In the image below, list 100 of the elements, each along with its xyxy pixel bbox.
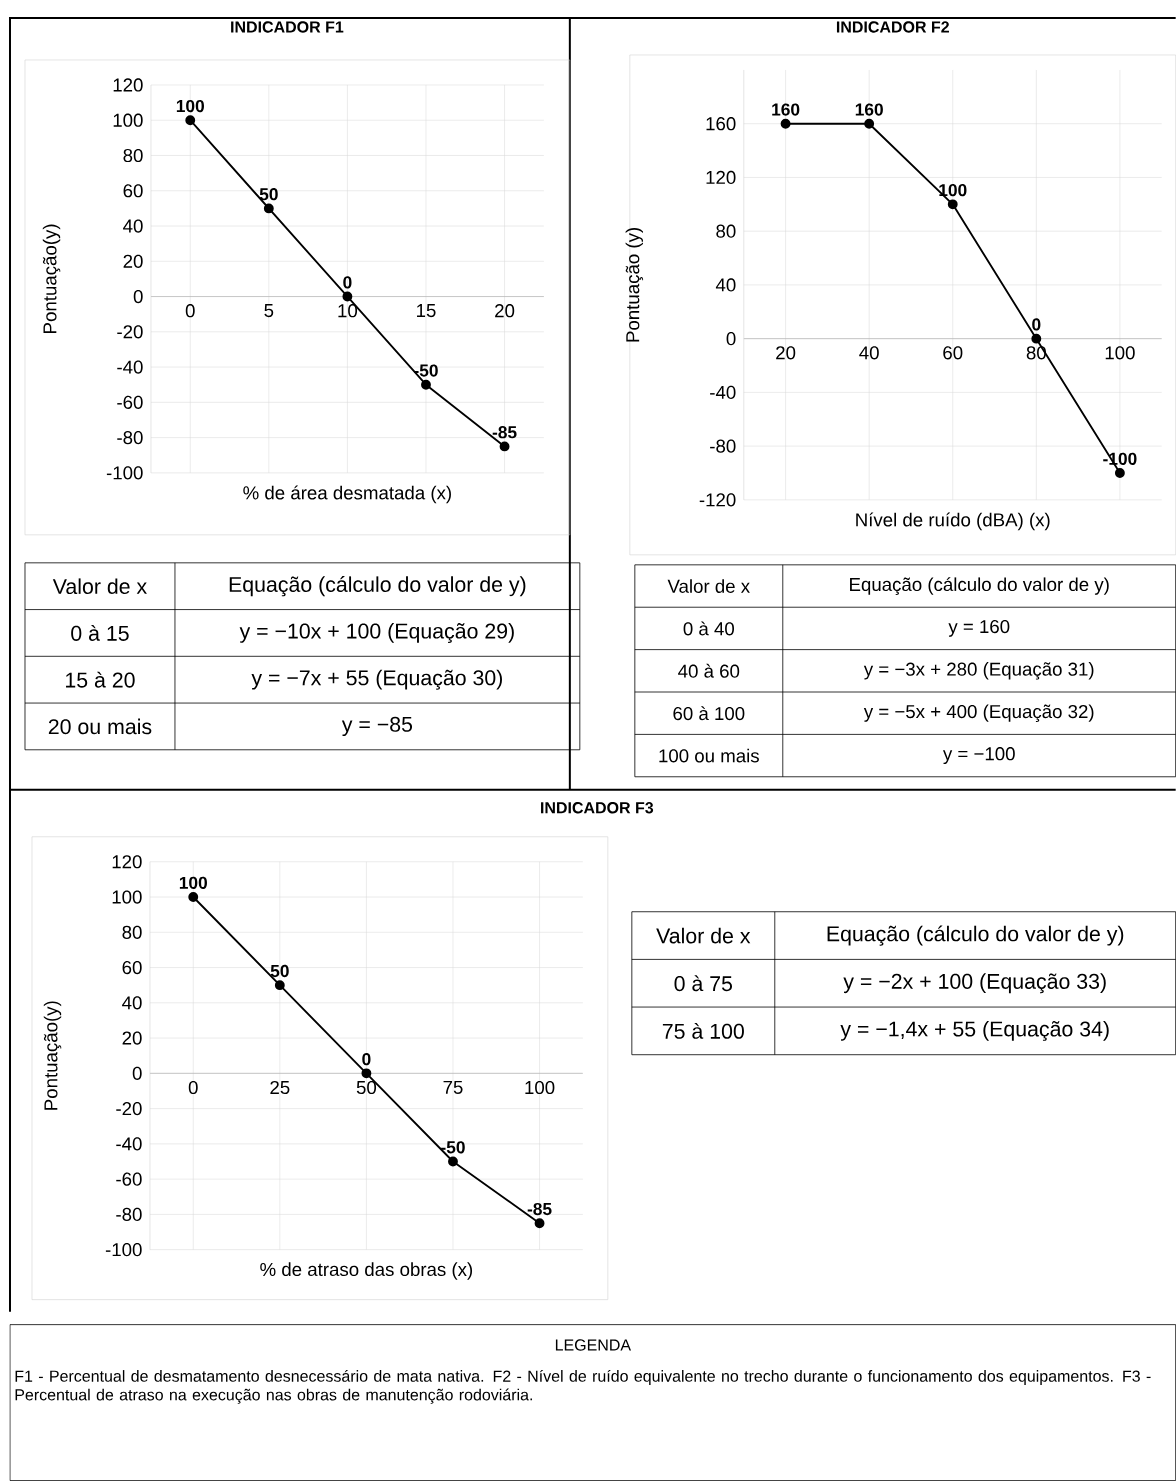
text: y = 160 (948, 619, 1010, 637)
data-label: 160 (855, 103, 883, 116)
y-tick-label: 40 (123, 219, 143, 233)
text: y = −3x + 280 (Equação 31) (863, 662, 1094, 680)
chart-title: INDICADOR F1 (231, 21, 344, 33)
x-tick-label: 25 (270, 1080, 290, 1095)
y-axis-title: Pontuação(y) (43, 1001, 62, 1110)
text: y = −10x + 100 (Equação 29) (239, 622, 514, 643)
y-tick-label: 120 (113, 78, 143, 92)
text: y = −100 (942, 747, 1015, 765)
data-label: 0 (343, 276, 352, 289)
x-tick-label: 100 (525, 1080, 555, 1095)
data-label: 160 (772, 103, 800, 116)
data-label: 50 (259, 188, 278, 201)
x-tick-label: 50 (356, 1080, 377, 1095)
y-tick-label: 40 (122, 996, 142, 1010)
y-tick-label: 80 (123, 148, 143, 163)
data-label: 0 (1032, 318, 1041, 331)
point (263, 203, 274, 214)
text: 40 à 60 (678, 663, 740, 678)
x-tick-label: 0 (185, 304, 195, 318)
x-axis-title: % de área desmatada (x) (243, 485, 451, 504)
text: y = −85 (341, 716, 413, 737)
text: y = −7x + 55 (Equação 30) (251, 669, 502, 690)
y-tick-label: 0 (132, 1066, 142, 1080)
data-label: 100 (179, 876, 207, 889)
x-tick-label: 60 (943, 346, 963, 360)
y-tick-label: 40 (715, 278, 736, 292)
y-tick-label: -100 (106, 466, 143, 480)
text: y = −5x + 400 (Equação 32) (863, 704, 1094, 722)
text: Valor de x (667, 579, 750, 593)
y-tick-label: -40 (116, 1137, 142, 1151)
y-tick-label: 160 (706, 117, 736, 131)
chart-title: INDICADOR F3 (541, 802, 654, 814)
x-tick-label: 40 (859, 346, 879, 360)
x-tick-label: 5 (264, 304, 274, 318)
point (421, 379, 431, 390)
y-tick-label: -80 (710, 439, 736, 453)
y-axis-title: Pontuação(y) (42, 224, 61, 333)
point (448, 1156, 458, 1167)
text: Valor de x (52, 578, 147, 595)
y-tick-label: -40 (710, 385, 736, 399)
point (534, 1218, 545, 1229)
y-tick-label: -40 (117, 360, 143, 374)
x-tick-label: 100 (1105, 346, 1135, 360)
y-tick-label: 120 (112, 855, 142, 869)
text: Equação (cálculo do valor de y) (229, 576, 526, 597)
y-tick-label: 80 (122, 925, 142, 939)
y-tick-label: -60 (117, 395, 143, 409)
y-axis-title: Pontuação (y) (625, 228, 644, 342)
x-tick-label: 0 (188, 1080, 198, 1095)
x-axis-title: Nível de ruído (dBA) (x) (856, 512, 1050, 531)
point (1114, 468, 1125, 478)
text: Valor de x (656, 927, 751, 944)
point (499, 441, 510, 452)
point (185, 115, 196, 126)
text: 20 ou mais (48, 718, 152, 735)
text: 0 à 40 (683, 621, 734, 636)
point (1031, 333, 1042, 344)
data-label: 50 (270, 964, 289, 978)
y-tick-label: -60 (116, 1172, 142, 1186)
text: 15 à 20 (65, 671, 135, 688)
data-label: -50 (441, 1141, 465, 1154)
text: LEGENDA (555, 1339, 631, 1351)
data-label: 100 (939, 184, 967, 197)
y-tick-label: 100 (112, 890, 142, 904)
point (361, 1068, 372, 1079)
text: 100 ou mais (659, 748, 759, 763)
point (342, 291, 353, 302)
y-tick-label: 80 (716, 224, 736, 238)
data-label: -50 (414, 364, 438, 377)
point (864, 118, 875, 129)
text: F1 - Percentual de desmatamento desnecessário de mata nativa. F2 - Nível de ruído equivalente no trecho durante o funcionamento dos equipamentos. F3 - Percentual de atraso na execução nas obras de manutenção rodoviária. (15, 1369, 1151, 1404)
text: 0 à 75 (674, 975, 732, 992)
text: Equação (cálculo do valor de y) (850, 577, 1109, 595)
x-tick-label: 10 (338, 304, 358, 318)
x-tick-label: 20 (776, 346, 796, 360)
x-tick-label: 80 (1026, 346, 1046, 360)
point (274, 980, 285, 991)
y-tick-label: -120 (699, 493, 736, 507)
y-tick-label: -20 (117, 325, 143, 339)
point (947, 199, 958, 210)
x-tick-label: 15 (416, 304, 436, 318)
y-tick-label: 60 (123, 184, 143, 198)
chart-title: INDICADOR F2 (836, 21, 949, 33)
data-label: -85 (492, 426, 517, 439)
y-tick-label: -80 (117, 430, 143, 445)
y-tick-label: 120 (706, 170, 736, 185)
text: 0 à 15 (71, 624, 129, 641)
text: Equação (cálculo do valor de y) (827, 925, 1124, 946)
y-tick-label: 60 (122, 960, 142, 975)
x-axis-title: % de atraso das obras (x) (260, 1262, 473, 1280)
y-tick-label: -20 (116, 1101, 142, 1116)
y-tick-label: 0 (726, 332, 736, 346)
data-label: 100 (176, 99, 204, 113)
y-tick-label: -80 (116, 1207, 142, 1221)
point (780, 118, 791, 129)
data-label: -85 (527, 1202, 552, 1216)
text: y = −1,4x + 55 (Equação 34) (840, 1020, 1109, 1041)
y-tick-label: 100 (113, 113, 143, 127)
